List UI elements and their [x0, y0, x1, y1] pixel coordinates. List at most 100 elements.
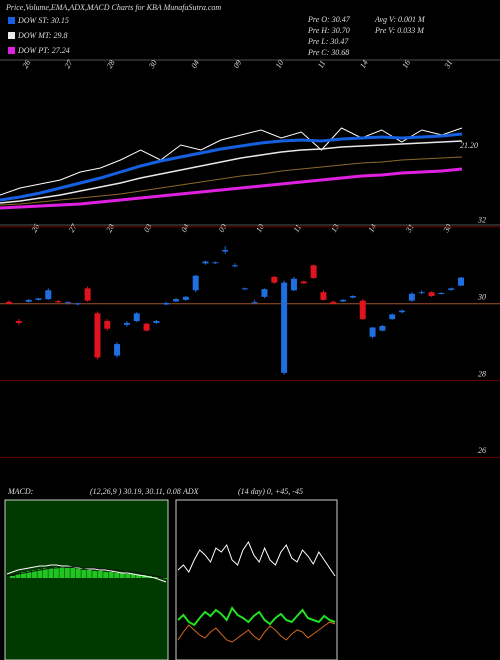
- line-series: [0, 127, 463, 196]
- bar: [136, 575, 142, 578]
- date-label: 14: [358, 58, 370, 69]
- candle-body: [64, 302, 71, 304]
- candle-body: [290, 278, 297, 291]
- date-label: 26: [30, 222, 42, 233]
- date-label: 10: [274, 58, 286, 69]
- chart-title: Price,Volume,EMA,ADX,MACD Charts for KBA…: [5, 3, 221, 12]
- candle-body: [45, 290, 52, 300]
- candle-body: [320, 292, 327, 300]
- bar: [125, 574, 131, 578]
- candle-body: [448, 288, 455, 290]
- candle-body: [251, 302, 258, 304]
- date-label: 03: [142, 222, 154, 233]
- y-tick-label: 30: [477, 293, 486, 302]
- y-tick-label: 28: [478, 369, 486, 378]
- line-series: [0, 156, 463, 206]
- candle-body: [359, 300, 366, 320]
- candle-body: [428, 292, 435, 297]
- date-label: 31: [404, 222, 416, 234]
- date-label: 09: [232, 58, 244, 69]
- date-label: 31: [442, 58, 454, 70]
- line-series: [177, 606, 336, 627]
- date-label: 04: [179, 222, 191, 233]
- candle-body: [232, 265, 238, 267]
- info-text: Pre V: 0.033 M: [374, 26, 425, 35]
- candle-body: [202, 261, 209, 264]
- date-label: 10: [254, 222, 266, 233]
- bar: [81, 570, 87, 578]
- adx-panel: [175, 499, 338, 660]
- panel-title: MACD:: [7, 487, 34, 496]
- bar: [26, 571, 32, 578]
- line-series: [6, 566, 167, 579]
- bar: [10, 576, 15, 578]
- bar: [53, 567, 59, 578]
- candle-body: [104, 321, 111, 329]
- date-label: 11: [316, 59, 328, 70]
- candle-body: [173, 299, 180, 302]
- y-tick-label: 32: [477, 216, 486, 225]
- date-label: 13: [329, 222, 341, 233]
- annotation: 21.20: [460, 141, 478, 150]
- candle-body: [25, 299, 32, 302]
- bar: [59, 567, 65, 578]
- candle-body: [389, 314, 396, 320]
- candle-body: [6, 301, 12, 304]
- panel-subtitle: (14 day) 0, +45, -45: [238, 487, 303, 496]
- line-series: [177, 621, 336, 643]
- candle-body: [369, 327, 376, 337]
- candle-body: [212, 262, 219, 264]
- candle-body: [330, 301, 337, 304]
- bar: [15, 574, 21, 578]
- candle-body: [133, 313, 140, 322]
- bar: [86, 570, 92, 578]
- line-series: [0, 167, 463, 210]
- candle-body: [241, 288, 248, 290]
- bar: [92, 571, 98, 578]
- candle-body: [74, 303, 81, 305]
- panel-title: ADX: [182, 487, 200, 496]
- candle-body: [399, 310, 406, 313]
- legend-label: DOW ST: 30.15: [17, 16, 69, 25]
- bar: [48, 568, 54, 578]
- bar: [42, 568, 48, 578]
- candle-body: [35, 298, 42, 300]
- candle-body: [15, 321, 22, 323]
- legend-swatch: [8, 47, 15, 54]
- candle-body: [94, 313, 101, 358]
- date-label: 26: [21, 58, 33, 69]
- date-label: 28: [104, 222, 116, 233]
- info-text: Pre O: 30.47: [307, 15, 351, 24]
- candle-body: [349, 296, 356, 298]
- bar: [37, 569, 43, 578]
- candle-body: [192, 275, 199, 291]
- candle-body: [143, 323, 150, 331]
- line-series: [0, 140, 463, 204]
- date-label: 16: [400, 58, 412, 69]
- candle-body: [340, 299, 347, 302]
- candle-body: [310, 265, 317, 278]
- panel-subtitle: (12,26,9 ) 30.19, 30.11, 0.08: [90, 487, 181, 496]
- candle-body: [408, 293, 415, 301]
- date-label: 11: [292, 223, 304, 234]
- candle-body: [153, 321, 160, 323]
- candle-body: [379, 326, 386, 331]
- bar: [75, 569, 81, 578]
- info-text: Avg V: 0.001 M: [374, 15, 426, 24]
- bar: [163, 578, 169, 579]
- legend-label: DOW MT: 29.8: [17, 31, 68, 40]
- candle-body: [300, 281, 307, 284]
- candle-body: [261, 289, 268, 297]
- info-text: Pre C: 30.68: [307, 48, 349, 57]
- bar: [97, 571, 103, 578]
- candle-body: [281, 282, 288, 373]
- bar: [114, 573, 120, 578]
- y-tick-label: 26: [478, 446, 486, 455]
- date-label: 04: [189, 58, 201, 69]
- candle-body: [222, 249, 229, 252]
- candle-body: [55, 301, 62, 303]
- date-label: 30: [147, 58, 159, 70]
- date-label: 09: [217, 222, 229, 233]
- bar: [103, 572, 109, 578]
